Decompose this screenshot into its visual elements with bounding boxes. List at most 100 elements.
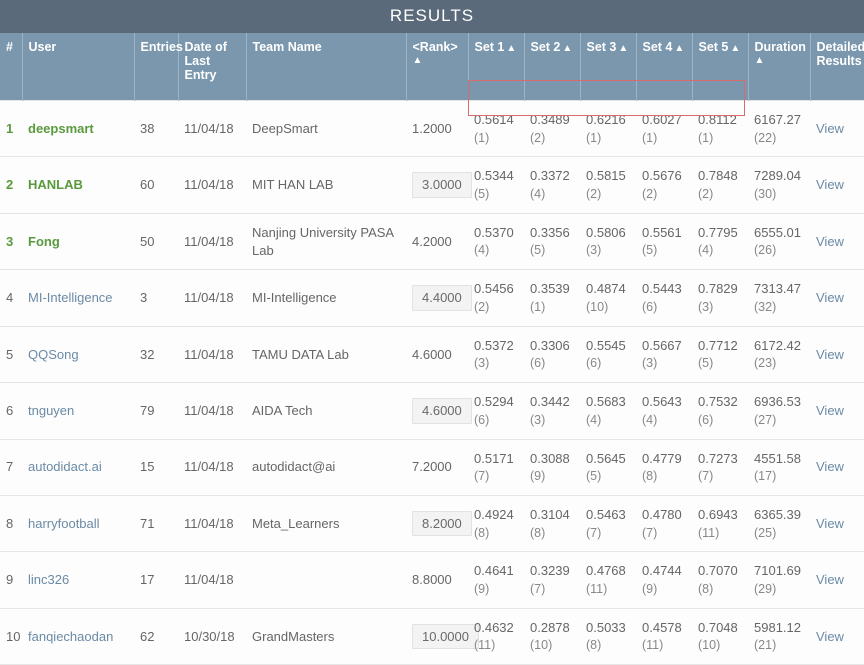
col-details[interactable]: Detailed Results <box>810 33 864 101</box>
duration: 6936.53(27) <box>748 383 810 439</box>
col-set5-label: Set 5 <box>699 40 729 54</box>
duration: 7313.47(32) <box>748 270 810 326</box>
rank-num: 3 <box>0 213 22 269</box>
rank-num: 9 <box>0 552 22 608</box>
col-user[interactable]: User <box>22 33 134 101</box>
user-link[interactable]: QQSong <box>28 347 79 362</box>
set3-value: 0.5545 <box>586 338 626 353</box>
user-link[interactable]: harryfootball <box>28 516 100 531</box>
col-set3[interactable]: Set 3▲ <box>580 33 636 101</box>
set2: 0.3306(6) <box>524 326 580 382</box>
col-set2[interactable]: Set 2▲ <box>524 33 580 101</box>
user-link[interactable]: autodidact.ai <box>28 459 102 474</box>
rank-cell: 4.2000 <box>406 213 468 269</box>
set4-value: 0.5676 <box>642 168 682 183</box>
set5-value: 0.7048 <box>698 620 738 635</box>
col-set1[interactable]: Set 1▲ <box>468 33 524 101</box>
team-cell: GrandMasters <box>246 608 406 664</box>
view-link[interactable]: View <box>816 347 844 362</box>
view-link[interactable]: View <box>816 290 844 305</box>
user-link[interactable]: linc326 <box>28 572 69 587</box>
col-set5[interactable]: Set 5▲ <box>692 33 748 101</box>
user-link[interactable]: deepsmart <box>28 121 94 136</box>
entries-cell: 71 <box>134 495 178 551</box>
rank-cell: 8.2000 <box>406 495 468 551</box>
duration: 5981.12(21) <box>748 608 810 664</box>
view-link[interactable]: View <box>816 121 844 136</box>
details-cell: View <box>810 157 864 213</box>
set1-value: 0.5370 <box>474 225 514 240</box>
set4-rank: (11) <box>642 638 663 652</box>
table-row: 10fanqiechaodan6210/30/18GrandMasters10.… <box>0 608 864 664</box>
set1-rank: (7) <box>474 469 489 483</box>
set5: 0.7829(3) <box>692 270 748 326</box>
team-cell <box>246 552 406 608</box>
set4-value: 0.5443 <box>642 281 682 296</box>
set4: 0.5676(2) <box>636 157 692 213</box>
user-link[interactable]: tnguyen <box>28 403 74 418</box>
rank-cell: 4.6000 <box>406 326 468 382</box>
set2-rank: (10) <box>530 638 552 652</box>
set2-rank: (2) <box>530 131 545 145</box>
user-link[interactable]: fanqiechaodan <box>28 629 113 644</box>
col-date[interactable]: Date of Last Entry <box>178 33 246 101</box>
user-cell: linc326 <box>22 552 134 608</box>
col-team[interactable]: Team Name <box>246 33 406 101</box>
team-cell: MIT HAN LAB <box>246 157 406 213</box>
set5-value: 0.7712 <box>698 338 738 353</box>
set3: 0.5683(4) <box>580 383 636 439</box>
view-link[interactable]: View <box>816 177 844 192</box>
user-cell: QQSong <box>22 326 134 382</box>
sort-arrow-icon: ▲ <box>618 43 628 54</box>
view-link[interactable]: View <box>816 234 844 249</box>
duration-value: 5981.12 <box>754 620 801 635</box>
col-rank[interactable]: <Rank> ▲ <box>406 33 468 101</box>
view-link[interactable]: View <box>816 629 844 644</box>
set1-rank: (2) <box>474 300 489 314</box>
set5: 0.6943(11) <box>692 495 748 551</box>
set1: 0.5294(6) <box>468 383 524 439</box>
user-cell: harryfootball <box>22 495 134 551</box>
set5: 0.7273(7) <box>692 439 748 495</box>
rank-cell: 10.0000 <box>406 608 468 664</box>
set1: 0.5344(5) <box>468 157 524 213</box>
set2-rank: (8) <box>530 526 545 540</box>
set2-value: 0.3104 <box>530 507 570 522</box>
view-link[interactable]: View <box>816 403 844 418</box>
set3-rank: (4) <box>586 413 601 427</box>
set4-value: 0.4578 <box>642 620 682 635</box>
set3-rank: (6) <box>586 356 601 370</box>
set3: 0.5033(8) <box>580 608 636 664</box>
view-link[interactable]: View <box>816 572 844 587</box>
col-entries[interactable]: Entries <box>134 33 178 101</box>
set5-rank: (4) <box>698 243 713 257</box>
set3-rank: (3) <box>586 243 601 257</box>
rank-num: 8 <box>0 495 22 551</box>
set4-rank: (5) <box>642 243 657 257</box>
set3-value: 0.5806 <box>586 225 626 240</box>
date-cell: 11/04/18 <box>178 270 246 326</box>
user-link[interactable]: MI-Intelligence <box>28 290 113 305</box>
duration-rank: (23) <box>754 356 776 370</box>
set5: 0.8112(1) <box>692 101 748 157</box>
rank-value: 10.0000 <box>412 624 479 650</box>
view-link[interactable]: View <box>816 516 844 531</box>
duration-value: 7289.04 <box>754 168 801 183</box>
set4: 0.5643(4) <box>636 383 692 439</box>
set4: 0.4780(7) <box>636 495 692 551</box>
user-link[interactable]: Fong <box>28 234 60 249</box>
set5-value: 0.7532 <box>698 394 738 409</box>
col-set4[interactable]: Set 4▲ <box>636 33 692 101</box>
duration: 6365.39(25) <box>748 495 810 551</box>
col-num[interactable]: # <box>0 33 22 101</box>
rank-value: 4.4000 <box>412 285 472 311</box>
set1-value: 0.5294 <box>474 394 514 409</box>
results-title: RESULTS <box>0 0 864 33</box>
view-link[interactable]: View <box>816 459 844 474</box>
user-link[interactable]: HANLAB <box>28 177 83 192</box>
set3-rank: (2) <box>586 187 601 201</box>
col-duration[interactable]: Duration ▲ <box>748 33 810 101</box>
details-cell: View <box>810 439 864 495</box>
user-cell: autodidact.ai <box>22 439 134 495</box>
set3-value: 0.5463 <box>586 507 626 522</box>
